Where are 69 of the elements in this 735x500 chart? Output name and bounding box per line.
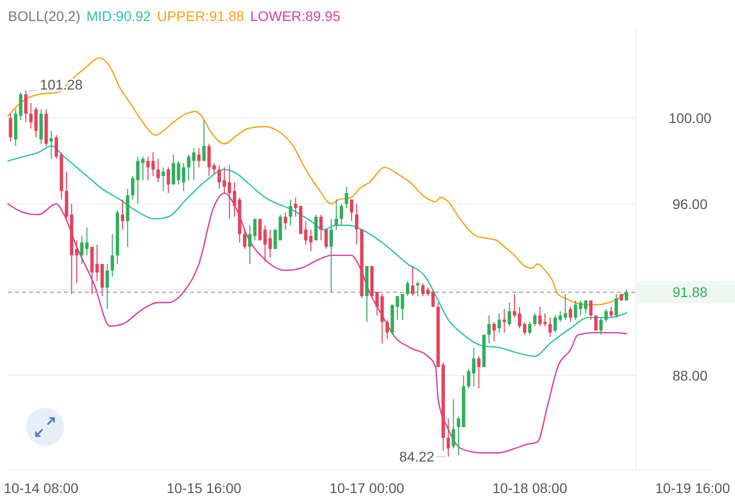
candlestick — [54, 134, 58, 160]
x-tick-label: 10-15 16:00 — [166, 480, 242, 496]
candlestick — [182, 162, 186, 192]
candlestick — [487, 314, 491, 344]
candlestick — [334, 199, 338, 230]
candlestick — [594, 314, 598, 331]
candlestick — [24, 90, 28, 123]
x-tick-label: 10-14 08:00 — [4, 480, 79, 496]
candlestick — [340, 203, 344, 226]
candlestick — [492, 321, 496, 342]
candlestick — [452, 398, 456, 450]
candlestick — [477, 356, 481, 389]
candlestick — [344, 186, 348, 209]
text: LOWER:89.95 — [250, 8, 341, 24]
candlestick — [421, 282, 425, 297]
candlestick — [258, 218, 262, 241]
candlestick — [243, 229, 246, 250]
candlestick — [528, 321, 532, 336]
candlestick — [8, 113, 12, 142]
candlestick — [574, 300, 578, 320]
candlestick — [589, 300, 593, 320]
candlestick — [162, 166, 165, 192]
candlestick — [151, 152, 155, 176]
candlestick — [314, 214, 318, 241]
candlestick — [533, 312, 537, 327]
candlestick — [207, 143, 211, 176]
candlestick — [319, 214, 323, 241]
candlestick — [406, 280, 410, 297]
candlestick — [604, 308, 608, 322]
y-tick-label: 88.00 — [672, 367, 708, 384]
candlestick — [146, 156, 150, 181]
text: MID:90.92 — [86, 8, 152, 24]
candlestick — [50, 130, 53, 160]
candlestick — [548, 317, 552, 338]
candlestick — [610, 306, 613, 318]
candlestick — [172, 154, 176, 186]
candlestick — [324, 229, 328, 250]
candlestick — [106, 263, 109, 310]
candlestick — [446, 418, 450, 458]
candlestick — [29, 102, 33, 130]
y-tick-label: 96.00 — [672, 196, 708, 212]
candlestick — [416, 280, 420, 297]
x-tick-label: 10-19 16:00 — [655, 480, 730, 496]
candlestick — [350, 199, 354, 222]
annotation: 84.22 — [399, 448, 435, 465]
y-tick-label: 100.00 — [668, 110, 712, 126]
candlestick — [197, 148, 201, 168]
candlestick — [110, 233, 114, 278]
candlestick — [166, 166, 170, 194]
candlestick — [508, 302, 512, 327]
candlestick — [120, 199, 124, 230]
x-tick-label: 10-17 00:00 — [329, 480, 404, 496]
candlestick — [268, 229, 272, 258]
candlestick — [512, 294, 516, 318]
candlestick — [410, 266, 414, 297]
candlestick — [502, 308, 506, 334]
candlestick — [34, 106, 38, 138]
candlestick — [498, 312, 501, 334]
candlestick — [386, 319, 389, 340]
chart-title: BOLL(20,2) — [8, 8, 80, 24]
ref-line-label: 91.88 — [672, 284, 708, 300]
candlestick — [212, 162, 216, 174]
text: UPPER:91.88 — [156, 8, 244, 24]
candlestick — [330, 218, 333, 292]
x-tick-label: 10-18 08:00 — [492, 480, 568, 496]
candlestick — [614, 294, 618, 318]
candlestick — [284, 212, 288, 230]
candlestick — [156, 158, 160, 183]
candlestick — [355, 203, 358, 246]
